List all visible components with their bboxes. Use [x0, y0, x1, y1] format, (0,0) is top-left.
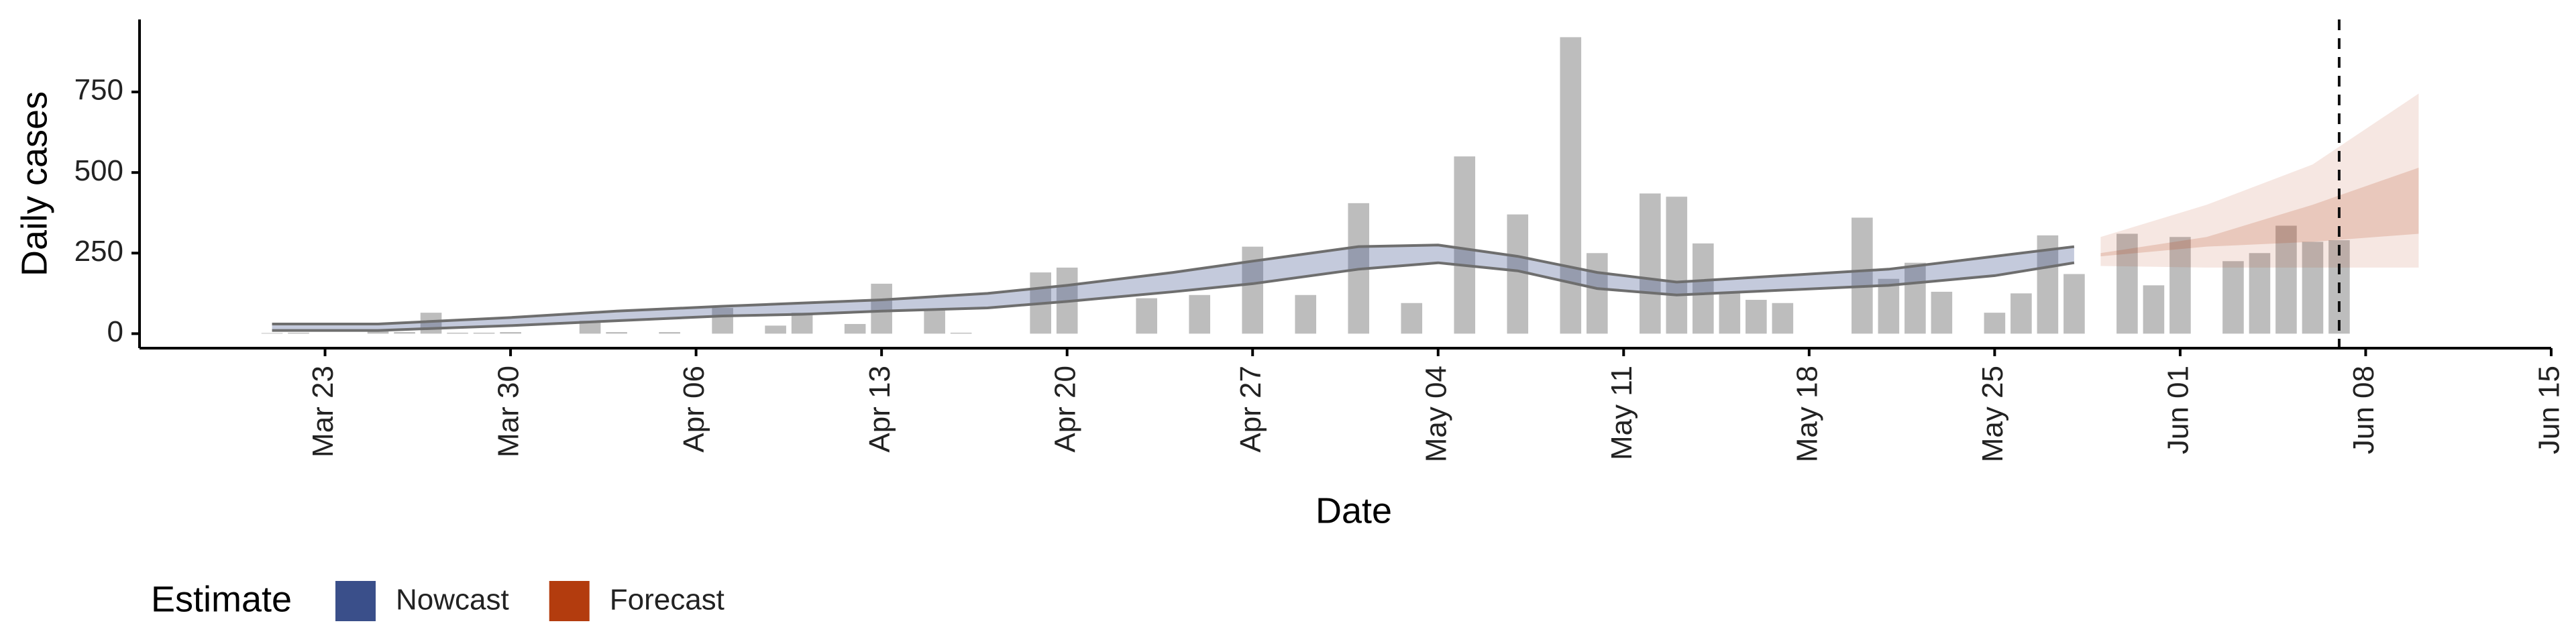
band-outer — [2100, 93, 2419, 268]
x-tick-label: Apr 13 — [863, 366, 896, 453]
bar — [2010, 293, 2032, 334]
bar — [394, 331, 415, 334]
bar — [1454, 156, 1476, 334]
y-tick-label: 250 — [74, 235, 123, 268]
bar — [500, 331, 521, 334]
bar — [579, 321, 601, 334]
bar — [871, 283, 892, 334]
bar — [1931, 291, 1953, 334]
bar — [1878, 278, 1900, 334]
band-outer — [272, 245, 2074, 331]
bar — [1640, 193, 1661, 334]
bar — [1587, 253, 1608, 334]
bar — [2063, 274, 2085, 334]
bar — [2143, 285, 2165, 334]
bar — [659, 331, 680, 334]
bar — [1746, 299, 1767, 334]
x-tick-label: May 18 — [1790, 366, 1823, 462]
x-tick-label: Jun 15 — [2533, 366, 2566, 454]
bar — [606, 331, 627, 334]
legend-swatch — [549, 581, 590, 621]
bar — [1772, 303, 1794, 334]
bar — [2249, 253, 2271, 334]
bar — [844, 323, 866, 334]
y-axis-title: Daily cases — [14, 91, 54, 276]
bar — [2302, 241, 2324, 334]
bar — [1401, 303, 1423, 334]
x-tick-label: Jun 08 — [2347, 366, 2380, 454]
bar — [1507, 214, 1529, 334]
bar — [367, 330, 389, 334]
bar — [712, 307, 733, 334]
bar — [2275, 225, 2297, 334]
bar — [1295, 294, 1317, 334]
y-tick-label: 0 — [107, 315, 123, 348]
bar — [1693, 243, 1714, 334]
legend-label: Forecast — [610, 584, 724, 616]
bar — [1719, 293, 1741, 334]
x-tick-label: Apr 06 — [678, 366, 710, 453]
bar — [791, 313, 813, 334]
y-tick-label: 750 — [74, 74, 123, 107]
x-tick-label: Mar 30 — [492, 366, 525, 458]
x-tick-label: Jun 01 — [2162, 366, 2195, 454]
bar — [1560, 37, 1582, 334]
bar — [420, 313, 442, 334]
x-tick-label: May 04 — [1419, 366, 1452, 462]
band-edge — [272, 261, 2075, 332]
legend-label: Nowcast — [396, 584, 509, 616]
bar — [1904, 262, 1926, 334]
bar — [1851, 217, 1873, 334]
bar — [765, 325, 786, 334]
bar — [924, 309, 945, 334]
legend-title: Estimate — [151, 579, 292, 619]
bar — [2169, 237, 2191, 334]
bar — [2116, 233, 2138, 334]
bar — [1666, 197, 1688, 334]
band-edge — [272, 244, 2075, 325]
legend-swatch — [335, 581, 376, 621]
x-tick-label: Apr 20 — [1049, 366, 1081, 453]
bar — [2222, 261, 2244, 334]
bar — [1189, 294, 1211, 334]
x-tick-label: May 25 — [1976, 366, 2009, 462]
y-tick-label: 500 — [74, 154, 123, 187]
x-tick-label: May 11 — [1605, 366, 1638, 460]
x-tick-label: Apr 27 — [1234, 366, 1267, 453]
bar — [1984, 313, 2006, 334]
bar — [1136, 298, 1158, 334]
x-axis-title: Date — [1316, 490, 1392, 531]
x-tick-label: Mar 23 — [307, 366, 339, 458]
